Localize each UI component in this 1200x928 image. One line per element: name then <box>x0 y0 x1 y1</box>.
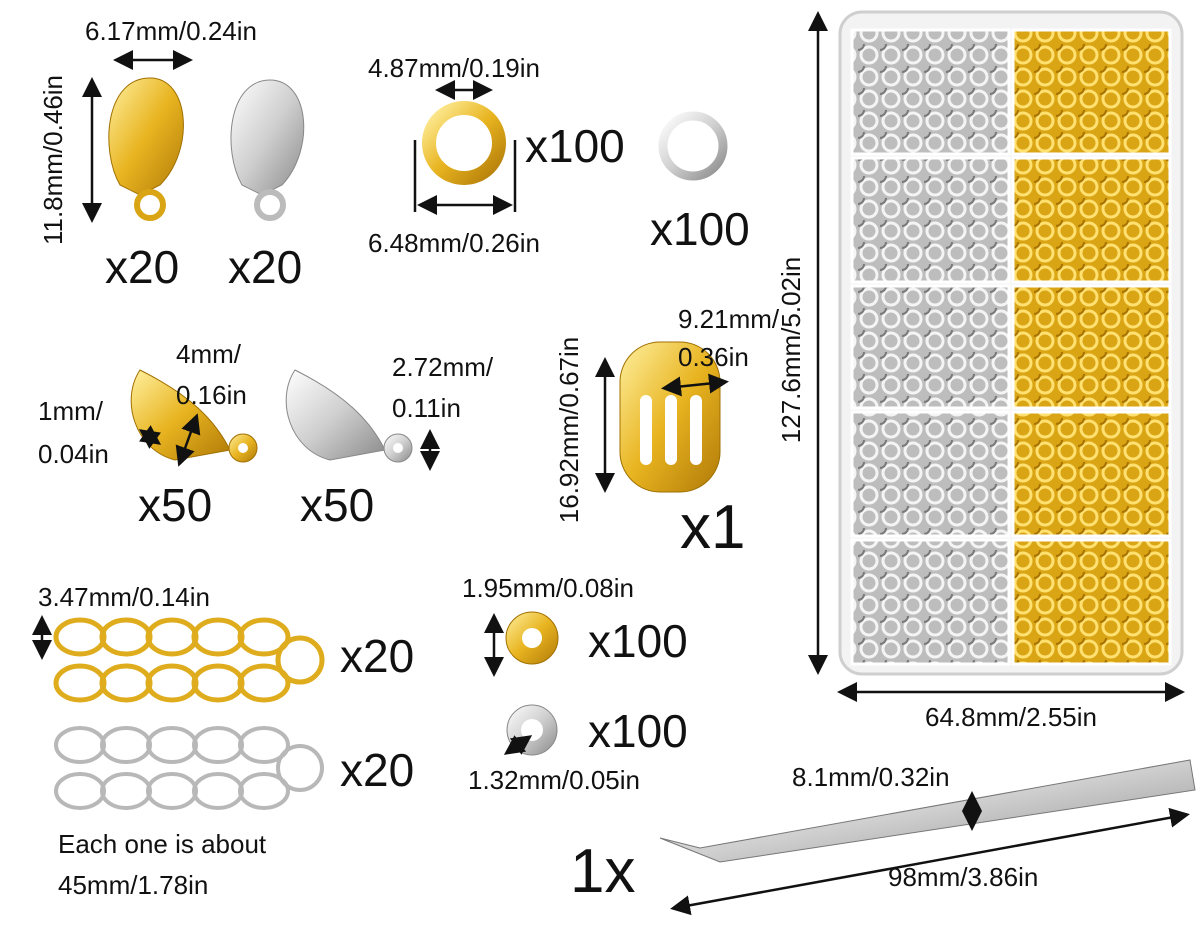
dimension-label: 16.92mm/0.67in <box>554 337 584 523</box>
quantity: x20 <box>340 744 414 796</box>
dimension-label: 9.21mm/ <box>678 304 780 334</box>
quantity: x1 <box>680 493 745 562</box>
quantity: x100 <box>588 705 688 757</box>
dimension-label: 1.32mm/0.05in <box>468 765 640 795</box>
arrow <box>670 807 1190 916</box>
dimension-label: 0.11in <box>392 393 461 423</box>
clasps: 6.17mm/0.24in 11.8mm/0.46in x20 x20 <box>38 16 305 293</box>
silver-clasp <box>230 79 305 196</box>
gold-ring <box>422 101 506 185</box>
dimension-label: 0.36in <box>678 342 749 372</box>
dimension-label: 4.87mm/0.19in <box>368 53 540 83</box>
dimension-label: 4mm/ <box>176 339 242 369</box>
dimension-label: 98mm/3.86in <box>888 862 1038 892</box>
dimension-label: 1.95mm/0.08in <box>462 573 634 603</box>
arrow <box>138 425 162 449</box>
quantity: x100 <box>588 615 688 667</box>
jump-rings: 4.87mm/0.19in x100 6.48mm/0.26in x100 <box>368 53 750 258</box>
dimension-label: 6.17mm/0.24in <box>85 16 257 46</box>
note: 45mm/1.78in <box>58 870 208 900</box>
gold-clasp <box>108 77 184 196</box>
dimension-label: 127.6mm/5.02in <box>776 257 806 443</box>
bead-tips: 4mm/ 0.16in 1mm/ 0.04in 2.72mm/ 0.11in x… <box>38 339 494 531</box>
dimension-label: 2.72mm/ <box>392 352 494 382</box>
ring-tool: 16.92mm/0.67in 9.21mm/ 0.36in x1 <box>554 304 780 562</box>
dimension-label: 8.1mm/0.32in <box>792 762 950 792</box>
arrow <box>175 413 201 467</box>
silver-clasp-ring <box>254 189 286 221</box>
gold-clasp-ring <box>134 189 166 221</box>
dimension-label: 64.8mm/2.55in <box>925 702 1097 732</box>
silver-ring <box>658 111 728 181</box>
extender-chains <box>53 617 325 810</box>
dimension-label: 0.04in <box>38 439 109 469</box>
arrow <box>661 373 729 397</box>
quantity: 1x <box>570 837 635 906</box>
quantity: x50 <box>138 479 212 531</box>
dimension-label: 3.47mm/0.14in <box>38 582 210 612</box>
silver-bead-tip <box>285 369 386 461</box>
dimension-label: 11.8mm/0.46in <box>38 75 68 245</box>
dimension-label: 0.16in <box>176 380 247 410</box>
quantity: x20 <box>105 241 179 293</box>
dimension-label: 6.48mm/0.26in <box>368 228 540 258</box>
dimension-label: 1mm/ <box>38 396 104 426</box>
quantity: x20 <box>228 241 302 293</box>
note: Each one is about <box>58 829 267 859</box>
quantity: x20 <box>340 630 414 682</box>
tweezers: 8.1mm/0.32in 98mm/3.86in 1x <box>570 759 1196 916</box>
quantity: x100 <box>525 120 625 172</box>
quantity: x50 <box>300 479 374 531</box>
arrow <box>503 735 533 755</box>
storage-box: 127.6mm/5.02in 64.8mm/2.55in <box>776 10 1185 732</box>
crimp-beads: 1.95mm/0.08in x100 x100 1.32mm/0.05in <box>462 573 688 795</box>
quantity: x100 <box>650 203 750 255</box>
